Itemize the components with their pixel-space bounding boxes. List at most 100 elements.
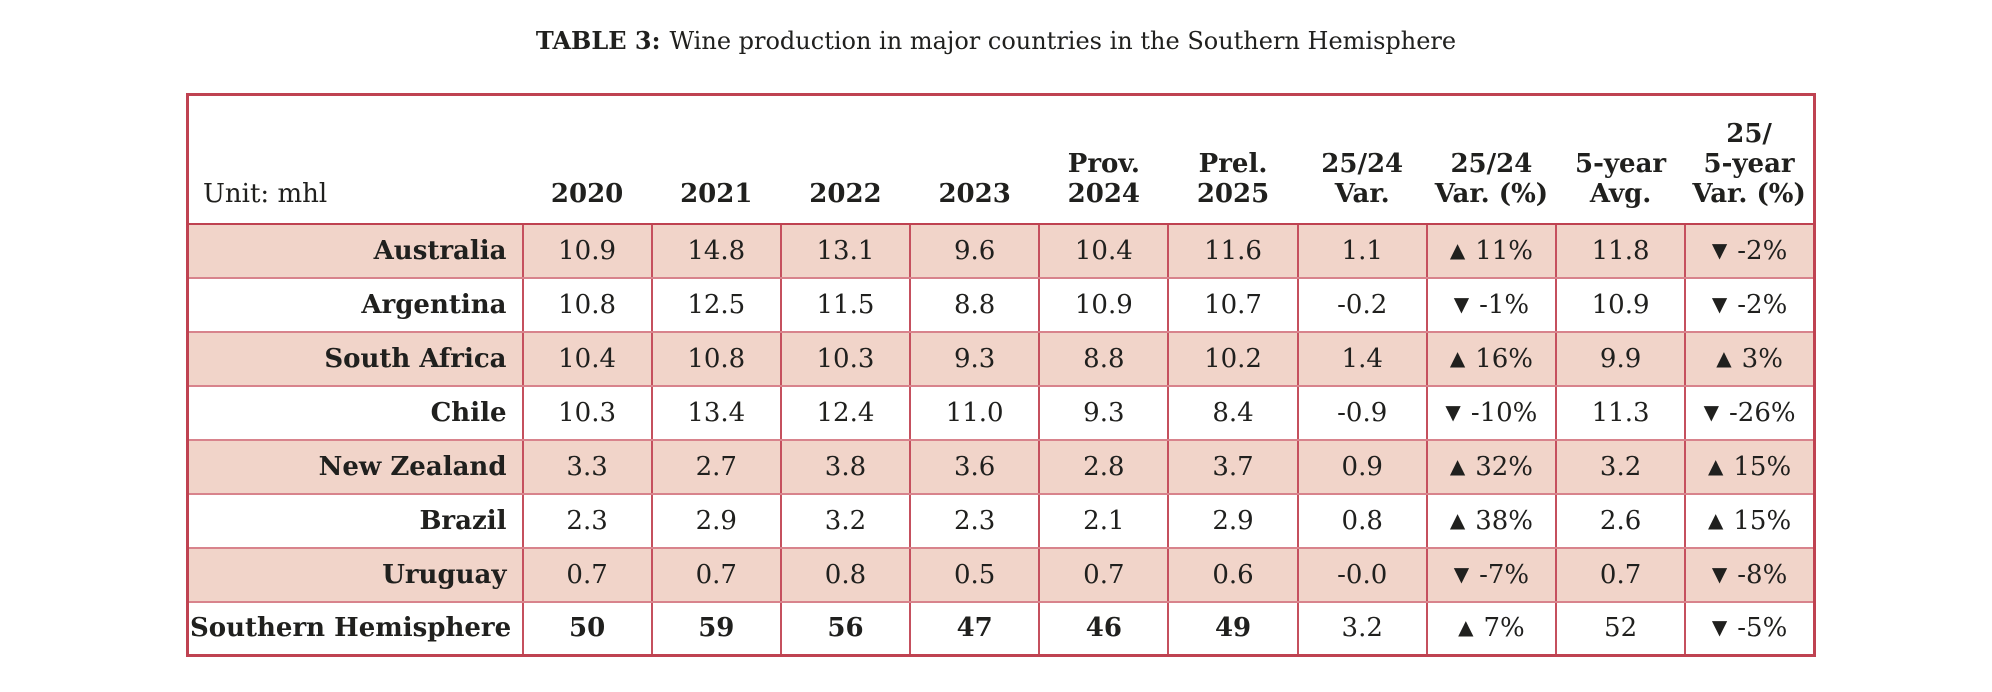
value-cell: 10.9 [521, 222, 653, 279]
value-cell: 47 [909, 600, 1041, 657]
value-cell: 3.6 [909, 438, 1041, 495]
table-row: South Africa 10.4 10.8 10.3 9.3 8.8 10.2 1.4 ▲ 16… [186, 330, 1816, 387]
variance-value: -8% [1737, 559, 1788, 590]
value-cell: 9.6 [909, 222, 1041, 279]
value-cell: 12.5 [650, 276, 782, 333]
value-cell: 11.5 [779, 276, 912, 333]
header-col: Prov. 2024 [1039, 94, 1169, 225]
header-col: 25/24 Var. (%) [1426, 94, 1556, 225]
down-triangle-icon: ▼ [1711, 237, 1728, 262]
variance-5yr-cell: ▲ 15% [1684, 492, 1816, 549]
header-col: 5-year Avg. [1556, 94, 1686, 225]
value-cell: 12.4 [779, 384, 912, 441]
variance-pct-cell: ▲ 16% [1425, 330, 1558, 387]
value-cell: -0.2 [1296, 276, 1428, 333]
value-cell: 2.3 [909, 492, 1041, 549]
variance-pct-cell: ▲ 38% [1425, 492, 1558, 549]
value-cell: -0.9 [1296, 384, 1428, 441]
variance-value: 38% [1475, 505, 1533, 536]
value-cell: 3.3 [521, 438, 653, 495]
value-cell: 2.7 [650, 438, 782, 495]
avg-cell: 52 [1554, 600, 1687, 657]
up-triangle-icon: ▲ [1708, 453, 1724, 478]
variance-value: 32% [1475, 451, 1533, 482]
table-row: Chile 10.3 13.4 12.4 11.0 9.3 8.4 -0.9 ▼ -10% 11.3… [186, 384, 1816, 441]
value-cell: 3.2 [779, 492, 912, 549]
unit-label: Unit: mhl [187, 94, 523, 225]
avg-cell: 2.6 [1554, 492, 1687, 549]
variance-value: -10% [1470, 397, 1538, 428]
table-row: New Zealand 3.3 2.7 3.8 3.6 2.8 3.7 0.9 ▲ 32% 3.2 ▲… [186, 438, 1816, 495]
variance-pct-cell: ▲ 7% [1425, 600, 1558, 657]
value-cell: 1.1 [1296, 222, 1428, 279]
value-cell: 0.9 [1296, 438, 1428, 495]
value-cell: 9.3 [1038, 384, 1170, 441]
country-cell: South Africa [186, 330, 524, 387]
value-cell: 10.8 [650, 330, 782, 387]
variance-5yr-cell: ▼ -5% [1684, 600, 1816, 657]
variance-5yr-cell: ▼ -8% [1684, 546, 1816, 603]
header-col: 25/24 Var. [1297, 94, 1427, 225]
value-cell: 49 [1167, 600, 1299, 657]
variance-value: -26% [1729, 397, 1796, 428]
variance-pct-cell: ▲ 11% [1425, 222, 1558, 279]
variance-value: -7% [1479, 559, 1530, 590]
up-triangle-icon: ▲ [1458, 615, 1474, 640]
variance-pct-cell: ▼ -10% [1425, 384, 1558, 441]
value-cell: 59 [650, 600, 782, 657]
avg-cell: 10.9 [1554, 276, 1687, 333]
value-cell: 13.4 [650, 384, 782, 441]
variance-value: -2% [1737, 289, 1788, 320]
country-cell: Uruguay [186, 546, 524, 603]
value-cell: 10.2 [1167, 330, 1299, 387]
value-cell: 10.4 [1038, 222, 1170, 279]
value-cell: 8.8 [909, 276, 1041, 333]
variance-value: 15% [1733, 451, 1792, 482]
value-cell: 3.7 [1167, 438, 1299, 495]
wine-production-table: Unit: mhl 2020 2021 2022 2023 Prov. 2024 Prel.… [186, 93, 1816, 657]
variance-pct-cell: ▼ -1% [1425, 276, 1558, 333]
table-row: Argentina 10.8 12.5 11.5 8.8 10.9 10.7 -0.2 ▼ -1%… [186, 276, 1816, 333]
value-cell: 1.4 [1296, 330, 1428, 387]
variance-pct-cell: ▲ 32% [1425, 438, 1558, 495]
value-cell: 46 [1038, 600, 1170, 657]
value-cell: 2.9 [1167, 492, 1299, 549]
header-col: 2020 [522, 94, 652, 225]
value-cell: 9.3 [909, 330, 1041, 387]
down-triangle-icon: ▼ [1711, 561, 1728, 586]
table-header: Unit: mhl 2020 2021 2022 2023 Prov. 2024 Prel.… [187, 94, 1815, 225]
table-body: Australia 10.9 14.8 13.1 9.6 10.4 11.6 1.1 ▲ 11% 1… [186, 222, 1816, 657]
avg-cell: 3.2 [1554, 438, 1687, 495]
value-cell: 3.2 [1296, 600, 1428, 657]
value-cell: 10.3 [521, 384, 653, 441]
value-cell: 56 [779, 600, 912, 657]
value-cell: 10.8 [521, 276, 653, 333]
down-triangle-icon: ▼ [1453, 561, 1470, 586]
value-cell: -0.0 [1296, 546, 1428, 603]
avg-cell: 11.3 [1554, 384, 1687, 441]
up-triangle-icon: ▲ [1449, 453, 1466, 478]
value-cell: 13.1 [779, 222, 912, 279]
table-title-label: TABLE 3: [535, 26, 661, 55]
up-triangle-icon: ▲ [1449, 507, 1466, 532]
country-cell: Brazil [186, 492, 524, 549]
variance-value: 3% [1741, 343, 1783, 374]
variance-5yr-cell: ▼ -2% [1684, 276, 1816, 333]
table-row: Australia 10.9 14.8 13.1 9.6 10.4 11.6 1.1 ▲ 11% 1… [186, 222, 1816, 279]
header-col: 2022 [780, 94, 911, 225]
up-triangle-icon: ▲ [1449, 345, 1466, 370]
value-cell: 0.6 [1167, 546, 1299, 603]
value-cell: 10.4 [521, 330, 653, 387]
value-cell: 14.8 [650, 222, 782, 279]
variance-value: 11% [1475, 235, 1533, 266]
avg-cell: 0.7 [1554, 546, 1687, 603]
header-col: 2021 [651, 94, 781, 225]
header-row: Unit: mhl 2020 2021 2022 2023 Prov. 2024 Prel.… [187, 94, 1815, 225]
up-triangle-icon: ▲ [1708, 507, 1724, 532]
header-col: 2023 [910, 94, 1040, 225]
value-cell: 0.7 [521, 546, 653, 603]
value-cell: 10.3 [779, 330, 912, 387]
value-cell: 0.8 [779, 546, 912, 603]
avg-cell: 9.9 [1554, 330, 1687, 387]
variance-value: -1% [1479, 289, 1530, 320]
